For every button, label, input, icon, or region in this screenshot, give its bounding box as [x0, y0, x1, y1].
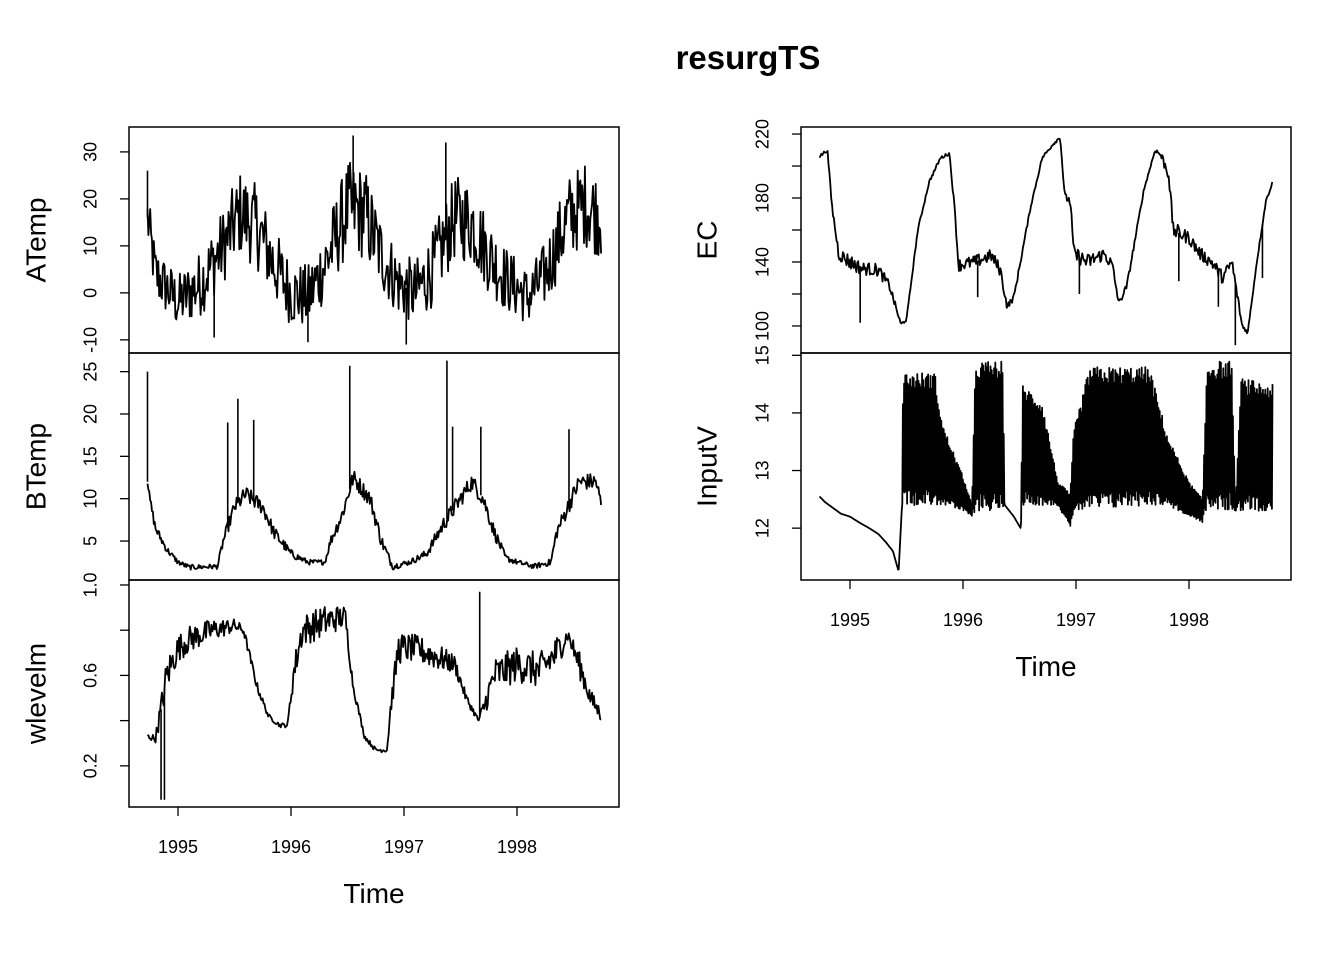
y-tick-label: 0.2 [81, 753, 101, 778]
y-axis-title: wlevelm [20, 643, 51, 745]
panel-inputv: 12 13 14 15 InputV 1995 1996 1997 1998 [691, 345, 1292, 630]
x-tick-label: 1996 [943, 610, 983, 630]
x-tick-label: 1997 [1056, 610, 1096, 630]
y-tick-label: 15 [753, 345, 773, 365]
y-axis-title: InputV [691, 426, 722, 507]
y-tick-label: 10 [81, 236, 101, 256]
y-axis-title: BTemp [20, 423, 51, 510]
x-tick-label: 1995 [158, 837, 198, 857]
panel-wlevelm: 0.2 0.6 1.0 wlevelm 1995 1996 1997 1998 [20, 572, 620, 857]
panel-btemp: 5 10 15 20 25 BTemp [20, 352, 620, 581]
y-tick-label: 5 [81, 536, 101, 546]
panel-ec: 100 140 180 220 EC [691, 119, 1292, 354]
y-axis-title: ATemp [20, 197, 51, 282]
y-tick-label: -10 [81, 327, 101, 353]
series-line-ec [818, 137, 1274, 335]
x-axis-title-right: Time [1015, 651, 1076, 682]
y-tick-label: 10 [81, 489, 101, 509]
y-tick-label: 15 [81, 446, 101, 466]
panels: -10 0 10 20 30 ATemp 5 10 15 20 25 BTemp 0.2 0.6 1.0 wl… [20, 119, 1292, 857]
x-tick-label: 1997 [384, 837, 424, 857]
y-tick-label: 13 [753, 461, 773, 481]
y-tick-label: 20 [81, 404, 101, 424]
x-tick-label: 1998 [1169, 610, 1209, 630]
chart-title: resurgTS [676, 39, 821, 76]
series-line-wlevelm [146, 606, 602, 754]
y-tick-label: 100 [753, 311, 773, 341]
panel-atemp: -10 0 10 20 30 ATemp [20, 126, 620, 354]
plot-frame [800, 126, 1292, 354]
x-tick-label: 1995 [830, 610, 870, 630]
y-tick-label: 14 [753, 403, 773, 423]
y-tick-label: 0 [81, 288, 101, 298]
y-tick-label: 12 [753, 518, 773, 538]
y-tick-label: 20 [81, 189, 101, 209]
x-tick-label: 1998 [497, 837, 537, 857]
series-line-inputv [818, 360, 1274, 571]
y-tick-label: 1.0 [81, 572, 101, 597]
y-tick-label: 220 [753, 119, 773, 149]
series-line-btemp [146, 470, 602, 571]
x-axis-title-left: Time [343, 878, 404, 909]
series-line-atemp [146, 161, 602, 324]
plot-frame [800, 352, 1292, 581]
y-tick-label: 180 [753, 183, 773, 213]
plot-frame [128, 352, 620, 581]
y-tick-label: 30 [81, 142, 101, 162]
x-tick-label: 1996 [271, 837, 311, 857]
plot-frame [128, 579, 620, 808]
y-tick-label: 140 [753, 247, 773, 277]
y-tick-label: 25 [81, 362, 101, 382]
y-axis-title: EC [691, 221, 722, 260]
y-tick-label: 0.6 [81, 663, 101, 688]
